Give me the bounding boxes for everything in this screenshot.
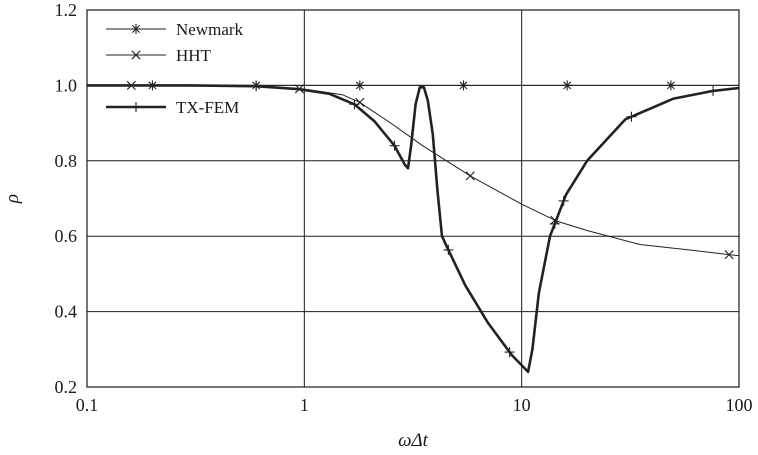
legend-label-tx-fem: TX-FEM [176,98,239,117]
data-point-hht [294,84,305,94]
x-tick-label: 10 [513,395,531,415]
data-point-tx-fem [443,244,454,255]
plot-frame [86,9,740,388]
y-axis-ticks: 0.2 0.4 0.6 0.8 1.0 1.2 [55,0,78,397]
series-line-tx-fem [87,84,740,374]
legend-label-newmark: Newmark [176,20,244,39]
data-point-hht [465,171,475,181]
data-point-tx-fem [251,81,262,92]
data-point-tx-fem [504,347,515,358]
y-axis-label: ρ [2,194,23,204]
x-tick-label: 100 [726,395,753,415]
plot-series [87,84,740,374]
data-point-newmark [147,80,158,91]
y-tick-label: 1.0 [55,75,78,95]
x-tick-label: 0.1 [76,395,99,415]
legend-label-hht: HHT [176,46,212,65]
data-point-tx-fem [558,195,569,206]
data-point-tx-fem [349,99,360,110]
data-point-newmark [562,80,573,91]
y-tick-label: 0.2 [55,377,78,397]
y-tick-label: 0.4 [55,302,78,322]
y-tick-label: 0.8 [55,151,78,171]
data-point-newmark [665,80,676,91]
x-tick-label: 1 [300,395,309,415]
y-tick-label: 1.2 [55,0,78,20]
data-point-hht [126,80,136,90]
data-point-tx-fem [549,218,560,229]
data-point-hht [355,97,365,107]
data-point-tx-fem [626,111,637,122]
legend-marker-hht [131,50,141,60]
grid [87,10,739,387]
data-point-hht [724,250,734,260]
data-point-tx-fem [708,85,719,96]
legend-marker-tx-fem [131,102,141,112]
legend-marker-newmark [131,24,141,34]
x-axis-label: ωΔt [398,430,429,451]
y-tick-label: 0.6 [55,226,78,246]
plot-markers [126,80,734,358]
data-point-newmark [458,80,469,91]
legend: Newmark HHT TX-FEM [106,20,244,117]
data-point-newmark [354,80,365,91]
x-axis-ticks: 0.1 1 10 100 [76,395,753,415]
data-point-tx-fem [389,140,400,151]
